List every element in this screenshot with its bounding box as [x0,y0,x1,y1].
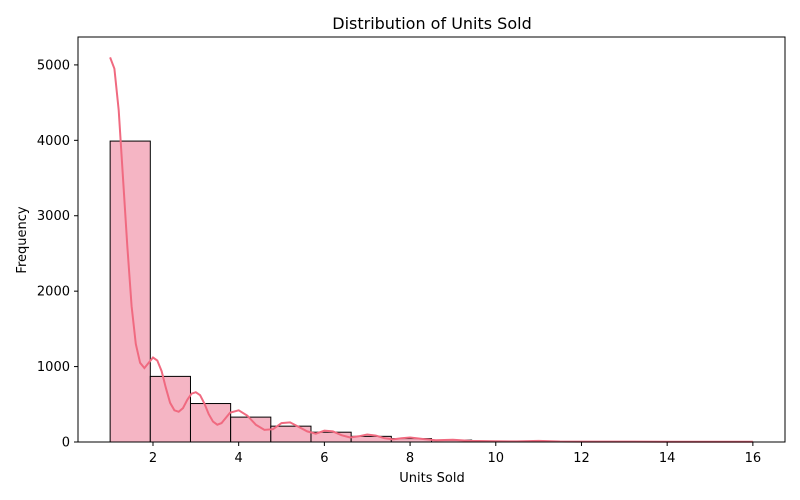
x-tick-label: 14 [659,451,676,466]
kde-curve [109,57,753,443]
histogram-bar [189,403,232,443]
y-axis-label: Frequency [15,206,30,273]
y-tick-label: 0 [62,436,70,451]
histogram-bar [149,375,191,443]
x-tick-label: 8 [406,451,414,466]
chart-title: Distribution of Units Sold [332,14,531,33]
y-tick-label: 5000 [37,58,70,73]
y-tick-label: 3000 [37,209,70,224]
y-axis-ticks: 0 1000 2000 3000 4000 5000 [37,58,78,451]
x-tick-label: 4 [235,451,243,466]
x-tick-label: 12 [573,451,590,466]
histogram-bars [109,140,754,443]
x-tick-label: 10 [487,451,504,466]
y-tick-label: 1000 [37,360,70,375]
x-tick-label: 6 [320,451,328,466]
histogram-bar [270,425,312,443]
y-tick-label: 2000 [37,285,70,300]
x-axis-ticks: 2 4 6 8 10 12 14 16 [149,442,761,466]
x-tick-label: 16 [745,451,762,466]
x-axis-label: Units Sold [399,471,464,486]
y-tick-label: 4000 [37,134,70,149]
plot-frame [77,36,786,443]
x-tick-label: 2 [149,451,157,466]
